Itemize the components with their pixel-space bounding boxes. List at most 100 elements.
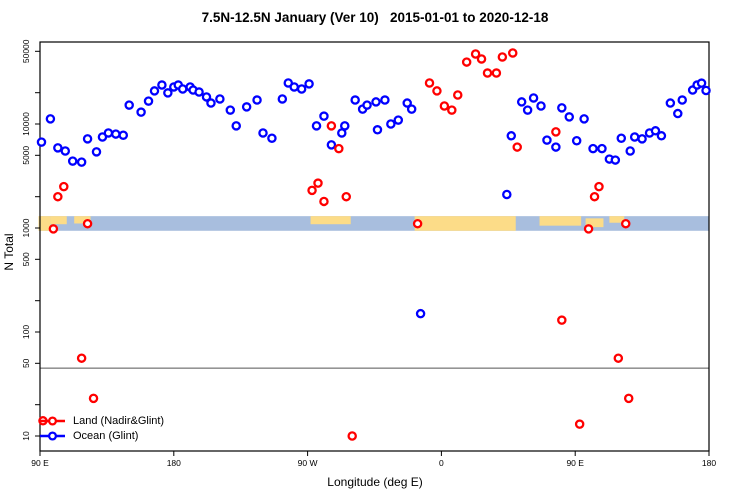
x-tick-label: 90 W — [298, 458, 318, 468]
land-point — [551, 127, 561, 137]
land-point — [461, 57, 472, 67]
ocean-point — [536, 101, 546, 111]
ocean-point — [91, 147, 102, 157]
map-strip-land-patch — [609, 216, 625, 223]
land-point — [341, 191, 352, 202]
ocean-point — [579, 114, 589, 124]
ocean-point — [311, 121, 322, 131]
ocean-point — [163, 88, 173, 98]
ocean-point — [304, 79, 314, 89]
land-point — [326, 121, 337, 131]
ocean-point — [76, 157, 87, 167]
land-point — [82, 218, 93, 229]
ocean-point — [296, 84, 307, 94]
ocean-point — [616, 133, 627, 143]
x-tick-label: 180 — [702, 458, 716, 468]
ocean-legend-marker-icon — [40, 430, 65, 441]
ocean-point — [258, 128, 268, 138]
land-point — [620, 218, 631, 229]
ocean-point — [506, 131, 517, 141]
land-point — [613, 353, 624, 363]
ocean-point — [225, 105, 236, 115]
ocean-point — [393, 115, 404, 125]
legend: Land (Nadir&Glint) Ocean (Glint) — [38, 413, 164, 443]
ocean-point — [103, 128, 114, 138]
land-point — [497, 52, 508, 62]
ocean-point — [67, 156, 78, 166]
y-tick-label: 10 — [21, 431, 31, 441]
land-point — [424, 78, 435, 88]
ocean-point — [319, 111, 329, 121]
ocean-point — [588, 143, 598, 154]
land-point — [594, 181, 604, 192]
ocean-point — [650, 126, 661, 136]
ocean-point — [111, 129, 121, 139]
ocean-point — [124, 100, 134, 110]
ocean-point — [194, 87, 204, 97]
y-tick-label: 500 — [21, 252, 31, 266]
land-point — [476, 54, 487, 64]
y-tick-label: 5000 — [21, 146, 31, 165]
ocean-point — [673, 108, 683, 119]
land-point — [347, 431, 357, 441]
land-point — [574, 419, 585, 429]
x-tick-label: 180 — [167, 458, 181, 468]
legend-label-land: Land (Nadir&Glint) — [73, 414, 165, 427]
ocean-point — [231, 121, 241, 131]
map-strip-land-patch — [50, 216, 67, 225]
ocean-point — [701, 85, 711, 96]
ocean-point — [386, 119, 396, 129]
ocean-point — [118, 130, 129, 140]
ocean-point — [340, 121, 350, 131]
ocean-point — [542, 135, 552, 145]
ocean-point — [201, 92, 212, 102]
legend-item-land: Land (Nadir&Glint) — [38, 413, 164, 428]
land-legend-marker-icon — [40, 415, 65, 426]
ocean-point — [406, 104, 417, 114]
land-point — [589, 191, 600, 202]
ocean-point — [82, 134, 93, 144]
ocean-point — [60, 146, 71, 156]
ocean-point — [677, 95, 687, 105]
y-tick-label: 50 — [21, 358, 31, 368]
ocean-point — [656, 131, 667, 141]
map-strip-land-patch — [310, 216, 351, 225]
x-tick-label: 0 — [439, 458, 444, 468]
plot-border — [39, 41, 710, 452]
ocean-point — [625, 146, 635, 156]
ocean-point — [557, 103, 567, 113]
ocean-point — [149, 86, 160, 96]
ocean-point — [528, 93, 539, 103]
chart-title: 7.5N-12.5N January (Ver 10) 2015-01-01 t… — [201, 10, 549, 25]
y-tick-label: 10000 — [21, 112, 31, 136]
ocean-point — [637, 134, 647, 144]
map-strip-land-patch — [414, 216, 516, 231]
land-point — [88, 393, 99, 404]
ocean-point — [53, 143, 63, 153]
ocean-point — [350, 95, 360, 105]
land-point — [53, 191, 63, 202]
ocean-point — [267, 133, 277, 143]
ocean-point — [597, 143, 607, 154]
y-tick-label: 1000 — [21, 218, 31, 237]
x-axis-label: Longitude (deg E) — [327, 475, 423, 489]
map-strip-land-patch — [539, 216, 582, 226]
land-point — [583, 224, 594, 234]
land-point — [432, 86, 442, 96]
land-point — [623, 393, 634, 404]
ocean-point — [371, 97, 381, 107]
ocean-point — [215, 94, 225, 104]
x-tick-label: 90 E — [566, 458, 584, 468]
ocean-point — [143, 96, 154, 106]
ocean-point — [522, 105, 533, 115]
land-point — [76, 353, 87, 363]
land-point — [313, 178, 323, 188]
land-point — [512, 142, 522, 152]
ocean-point — [326, 140, 337, 150]
land-point — [307, 185, 317, 196]
map-strip-land-patch — [38, 216, 51, 231]
ocean-point — [136, 107, 146, 117]
ocean-point — [206, 98, 216, 108]
